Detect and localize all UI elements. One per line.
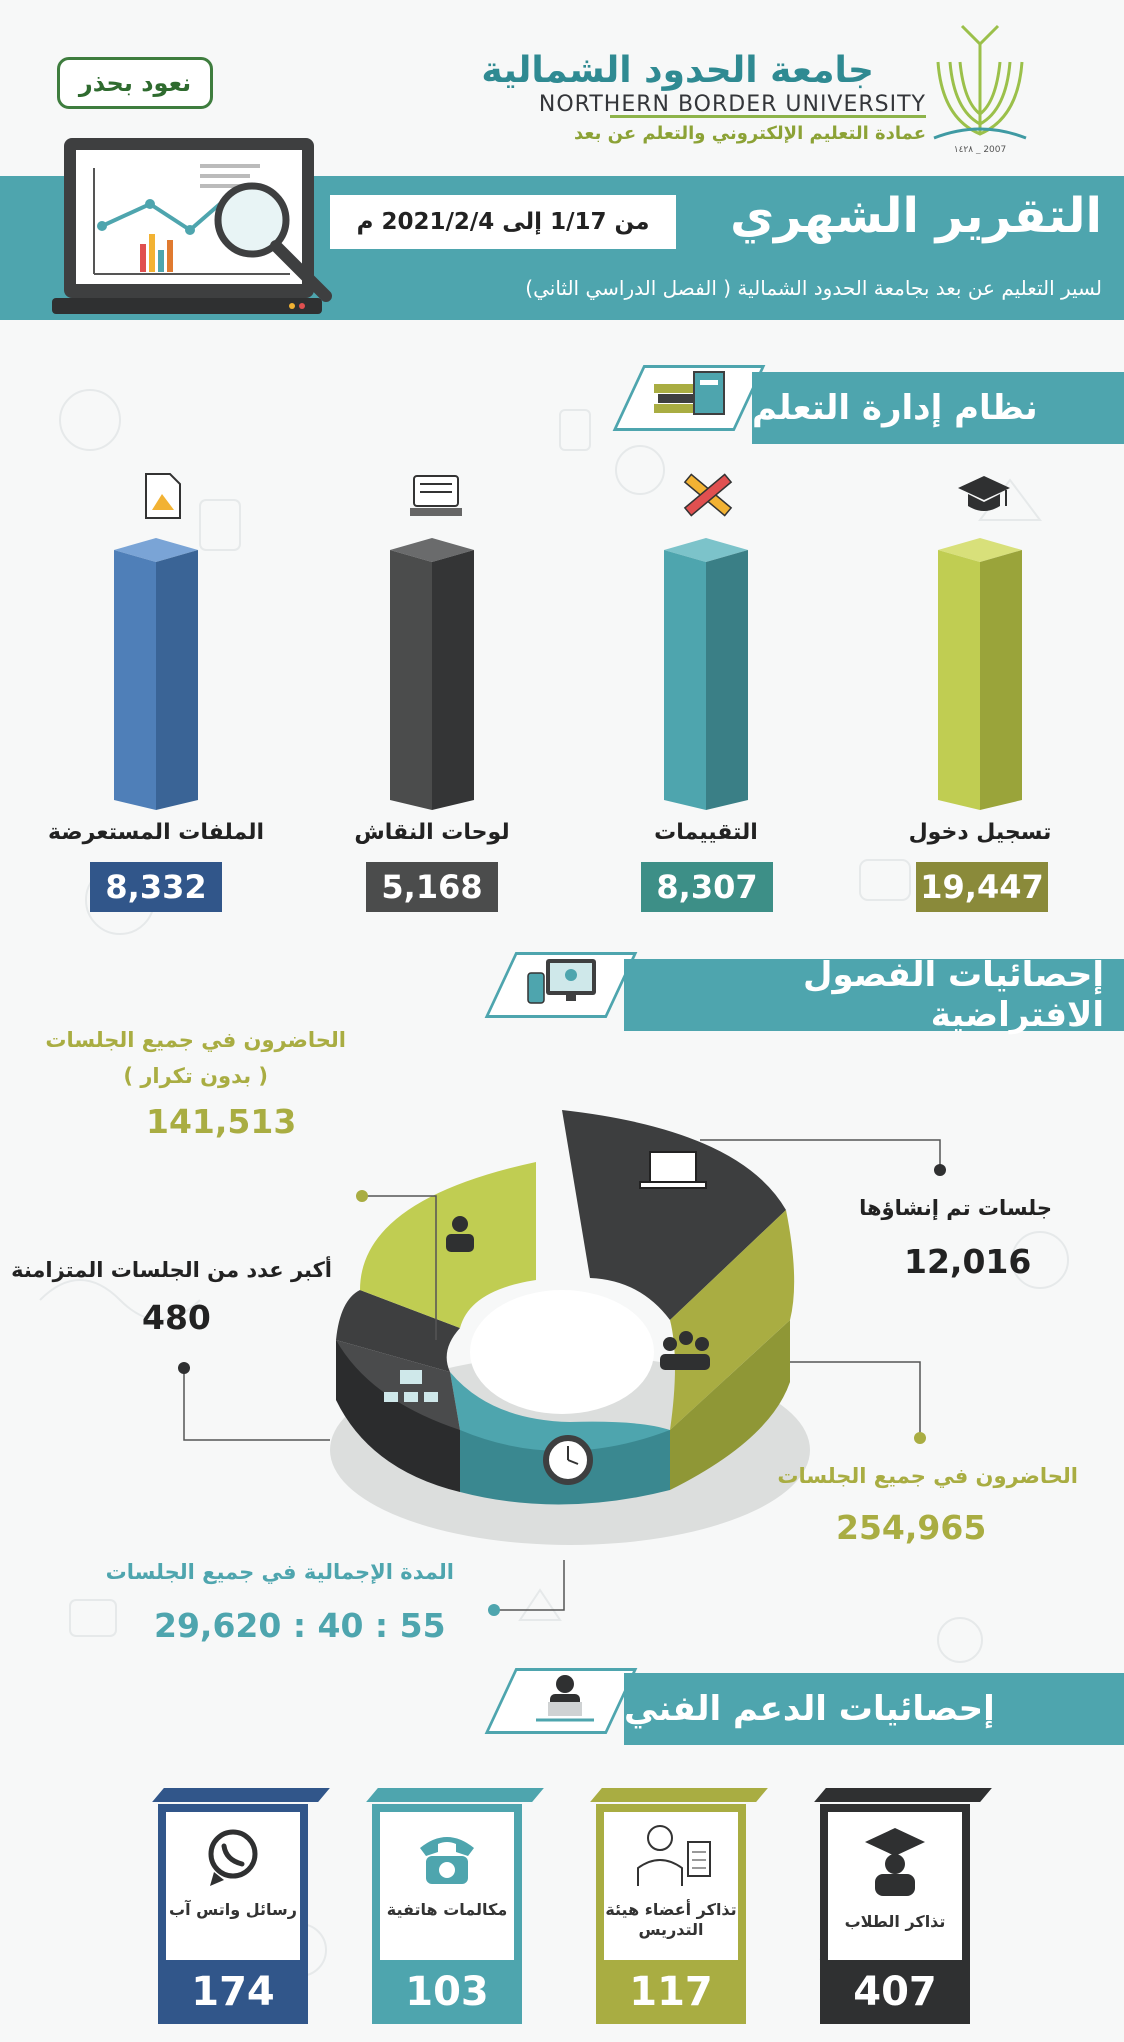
report-title: التقرير الشهري <box>730 188 1102 244</box>
unique-attendees-label: الحاضرون في جميع الجلسات <box>45 1028 346 1052</box>
graduation-cap-icon <box>958 476 1010 511</box>
sessions-created-label: جلسات تم إنشاؤها <box>859 1196 1052 1220</box>
card-tab-faculty <box>590 1788 768 1802</box>
unique-attendees-value: 141,513 <box>146 1102 297 1141</box>
university-logo: ١٤٢٨ _ 2007 <box>933 24 1027 154</box>
lms-bars <box>114 538 1022 810</box>
virtual-heading: إحصائيات الفصول الافتراضية <box>624 955 1124 1035</box>
laptop-icon <box>639 1151 707 1189</box>
lms-label-logins: تسجيل دخول <box>908 820 1052 845</box>
ruler-pencil-icon <box>683 473 733 517</box>
card-tab-students <box>814 1788 992 1802</box>
attendees-label: الحاضرون في جميع الجلسات <box>777 1464 1078 1488</box>
laptop-chart-icon <box>52 138 332 314</box>
graduate-icon <box>865 1828 925 1896</box>
card-phone-calls: مكالمات هاتفية <box>372 1804 522 1988</box>
duration-value: 29,620 : 40 : 55 <box>154 1606 446 1645</box>
report-subtitle: لسير التعليم عن بعد بجامعة الحدود الشمال… <box>525 276 1102 300</box>
card-value-calls: 103 <box>372 1960 522 2024</box>
teacher-icon <box>637 1825 711 1886</box>
card-student-tickets: تذاكر الطلاب <box>820 1804 970 1988</box>
attendees-value: 254,965 <box>836 1508 987 1547</box>
video-conference-icon <box>527 959 596 1004</box>
card-value-students: 407 <box>820 1960 970 2024</box>
sessions-created-value: 12,016 <box>904 1242 1032 1281</box>
card-whatsapp: رسائل واتس آب <box>158 1804 308 1988</box>
telephone-icon <box>420 1837 474 1884</box>
books-icon <box>654 371 725 415</box>
logo-years: ١٤٢٨ _ 2007 <box>954 145 1006 154</box>
header-divider <box>610 115 926 118</box>
group-icon <box>660 1331 710 1370</box>
discussion-board-icon <box>410 475 462 516</box>
sessions-icon <box>384 1370 438 1402</box>
bar-discussions <box>390 538 474 810</box>
duration-label: المدة الإجمالية في جميع الجلسات <box>105 1560 454 1584</box>
date-range: من 1/17 إلى 2021/2/4 م <box>330 195 676 249</box>
file-icon <box>145 473 181 519</box>
lms-label-discussions: لوحات النقاش <box>354 820 510 845</box>
virtual-ring-chart <box>330 1110 810 1545</box>
max-concurrent-label: أكبر عدد من الجلسات المتزامنة <box>11 1258 332 1282</box>
whatsapp-icon <box>208 1829 258 1886</box>
lms-value-files: 8,332 <box>90 862 222 912</box>
bar-files <box>114 538 198 810</box>
card-faculty-tickets: تذاكر أعضاء هيئة التدريس <box>596 1804 746 1988</box>
lms-value-assessments: 8,307 <box>641 862 773 912</box>
card-value-faculty: 117 <box>596 1960 746 2024</box>
lms-heading: نظام إدارة التعلم <box>752 372 1124 444</box>
lms-value-logins: 19,447 <box>916 862 1048 912</box>
card-value-whatsapp: 174 <box>158 1960 308 2024</box>
lms-label-files: الملفات المستعرضة <box>47 820 264 845</box>
university-name-en: NORTHERN BORDER UNIVERSITY <box>538 92 926 117</box>
university-name-ar: جامعة الحدود الشمالية <box>481 50 874 91</box>
bar-logins <box>938 538 1022 810</box>
unique-attendees-note: ( بدون تكرار ) <box>123 1064 268 1088</box>
card-label-students: تذاكر الطلاب <box>844 1912 946 1931</box>
card-tab-whatsapp <box>152 1788 330 1802</box>
deanship-name: عمادة التعليم الإلكتروني والتعلم عن بعد <box>574 123 926 144</box>
card-tab-calls <box>366 1788 544 1802</box>
leader-lines <box>178 1139 946 1616</box>
card-label-faculty: تذاكر أعضاء هيئة التدريس <box>605 1900 737 1939</box>
support-heading: إحصائيات الدعم الفني <box>624 1673 1124 1745</box>
max-concurrent-value: 480 <box>142 1298 211 1337</box>
clock-icon <box>543 1435 593 1485</box>
slogan-badge: نعود بحذر <box>57 57 213 109</box>
person-icon <box>446 1216 474 1252</box>
support-agent-icon <box>536 1675 594 1722</box>
lms-value-discussions: 5,168 <box>366 862 498 912</box>
card-label-whatsapp: رسائل واتس آب <box>169 1900 297 1919</box>
lms-label-assessments: التقييمات <box>654 820 758 845</box>
card-label-calls: مكالمات هاتفية <box>386 1900 508 1919</box>
bar-assessments <box>664 538 748 810</box>
